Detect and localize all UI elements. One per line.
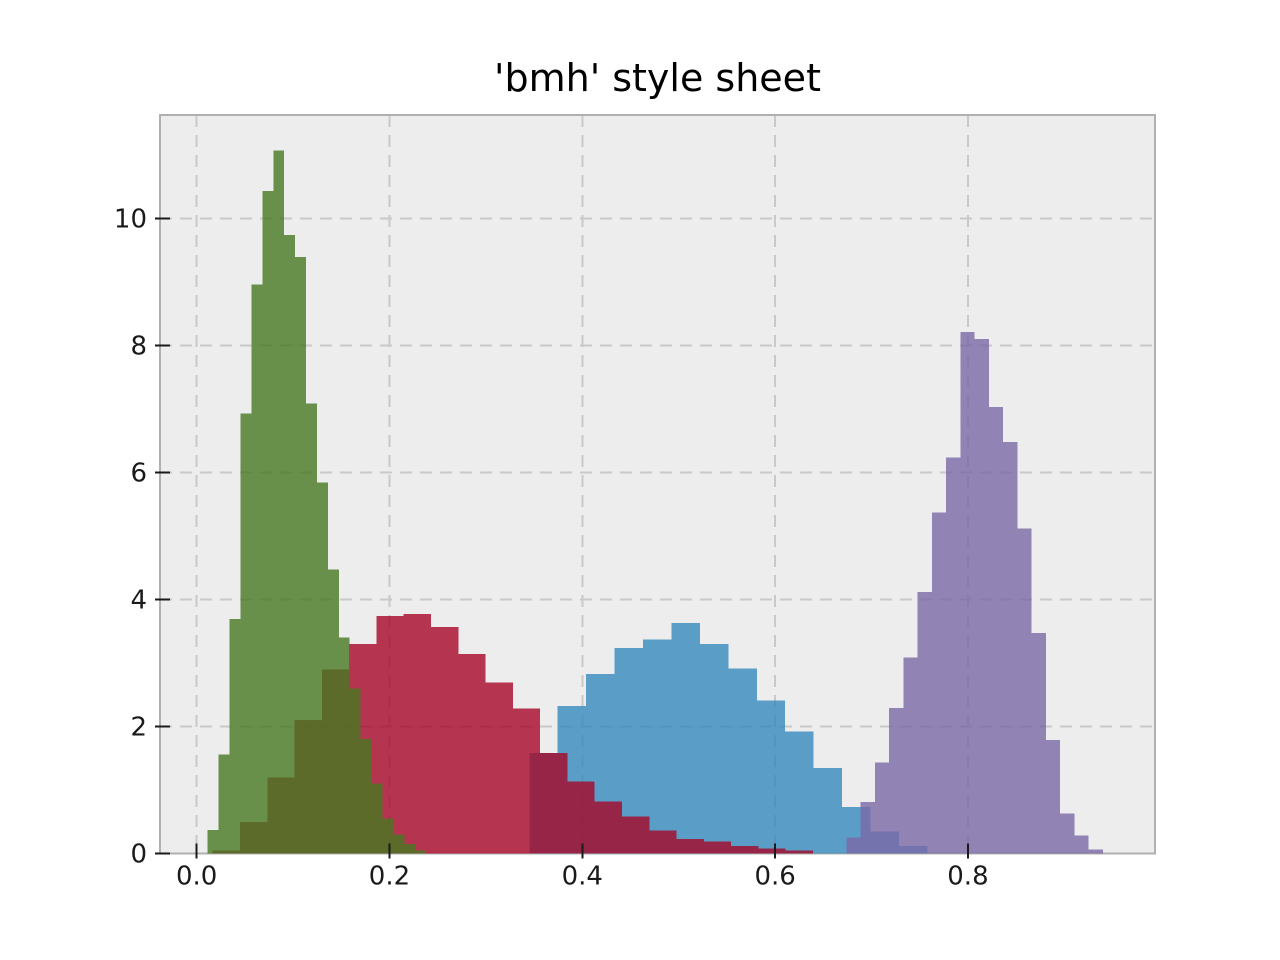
red-histogram-bar [431, 626, 459, 854]
green-histogram-bar [338, 637, 350, 854]
green-histogram-bar [404, 843, 416, 854]
green-histogram-bar [240, 413, 252, 854]
purple-histogram-bar [846, 837, 861, 854]
red-histogram-bar [676, 838, 704, 854]
green-histogram-bar [262, 191, 274, 854]
x-tick-label: 0.0 [176, 862, 217, 892]
green-histogram-bar [415, 850, 427, 854]
green-histogram-bar [295, 257, 307, 854]
red-histogram-bar [567, 781, 595, 854]
purple-histogram-bar [1074, 835, 1089, 854]
blue-histogram-bar [756, 700, 786, 854]
red-histogram-bar [403, 614, 432, 854]
red-histogram-bar [758, 848, 786, 854]
red-histogram-bar [512, 708, 541, 854]
green-histogram-bar [393, 834, 405, 854]
red-histogram-bar [785, 850, 814, 854]
green-histogram-bar [229, 619, 241, 854]
green-histogram-bar [316, 482, 328, 854]
y-tick-label: 10 [114, 205, 147, 235]
purple-histogram-bar [1017, 528, 1032, 854]
red-histogram-bar [594, 801, 623, 854]
green-histogram-bar [207, 830, 219, 854]
green-histogram-bar [382, 818, 394, 854]
blue-histogram-bar [699, 643, 729, 854]
red-histogram-bar [649, 830, 677, 854]
purple-histogram-bar [988, 407, 1004, 854]
red-histogram-bar [458, 654, 486, 854]
red-histogram-bar [703, 841, 732, 854]
purple-histogram-bar [917, 591, 932, 854]
purple-histogram-bar [974, 339, 989, 854]
blue-histogram-bar [813, 767, 843, 854]
blue-histogram-bar [671, 622, 700, 854]
purple-histogram-bar [874, 762, 890, 854]
blue-histogram-bar [785, 731, 814, 854]
purple-histogram-bar [903, 657, 918, 854]
green-histogram-bar [349, 688, 361, 854]
purple-histogram-bar [1060, 813, 1075, 854]
purple-histogram [846, 332, 1103, 854]
green-histogram-bar [273, 150, 285, 854]
purple-histogram-bar [931, 512, 947, 854]
green-histogram-bar [306, 403, 317, 854]
green-histogram-bar [251, 284, 263, 854]
purple-histogram-bar [1031, 633, 1046, 854]
green-histogram-bar [218, 754, 230, 854]
red-histogram-bar [622, 816, 650, 854]
purple-histogram-bar [889, 708, 904, 854]
y-tick-label: 4 [130, 586, 147, 616]
x-tick-label: 0.2 [369, 862, 410, 892]
y-tick-label: 0 [130, 840, 147, 870]
purple-histogram-bar [860, 802, 875, 854]
blue-histogram-bar [728, 668, 757, 854]
red-histogram-bar [485, 682, 513, 854]
y-tick-label: 6 [130, 459, 147, 489]
green-histogram-bar [284, 235, 296, 854]
tick-marks [155, 217, 969, 859]
x-tick-label: 0.8 [947, 862, 988, 892]
green-histogram [207, 150, 427, 854]
green-histogram-bar [371, 783, 383, 854]
y-tick-label: 2 [130, 713, 147, 743]
purple-histogram-bar [960, 332, 975, 854]
purple-histogram-bar [1045, 739, 1061, 854]
x-tick-label: 0.6 [754, 862, 795, 892]
green-histogram-bar [360, 739, 372, 854]
purple-histogram-bar [1003, 442, 1018, 854]
x-tick-label: 0.4 [562, 862, 603, 892]
red-histogram-bar [731, 845, 759, 854]
purple-histogram-bar [1088, 849, 1103, 854]
chart-title: 'bmh' style sheet [494, 56, 821, 100]
red-histogram-bar [540, 753, 568, 854]
green-histogram-bar [327, 569, 339, 854]
y-tick-label: 8 [130, 332, 147, 362]
tick-labels: 0.0 0.2 0.4 0.6 0.8 0 2 4 6 8 10 [114, 205, 989, 892]
purple-histogram-bar [946, 457, 961, 854]
